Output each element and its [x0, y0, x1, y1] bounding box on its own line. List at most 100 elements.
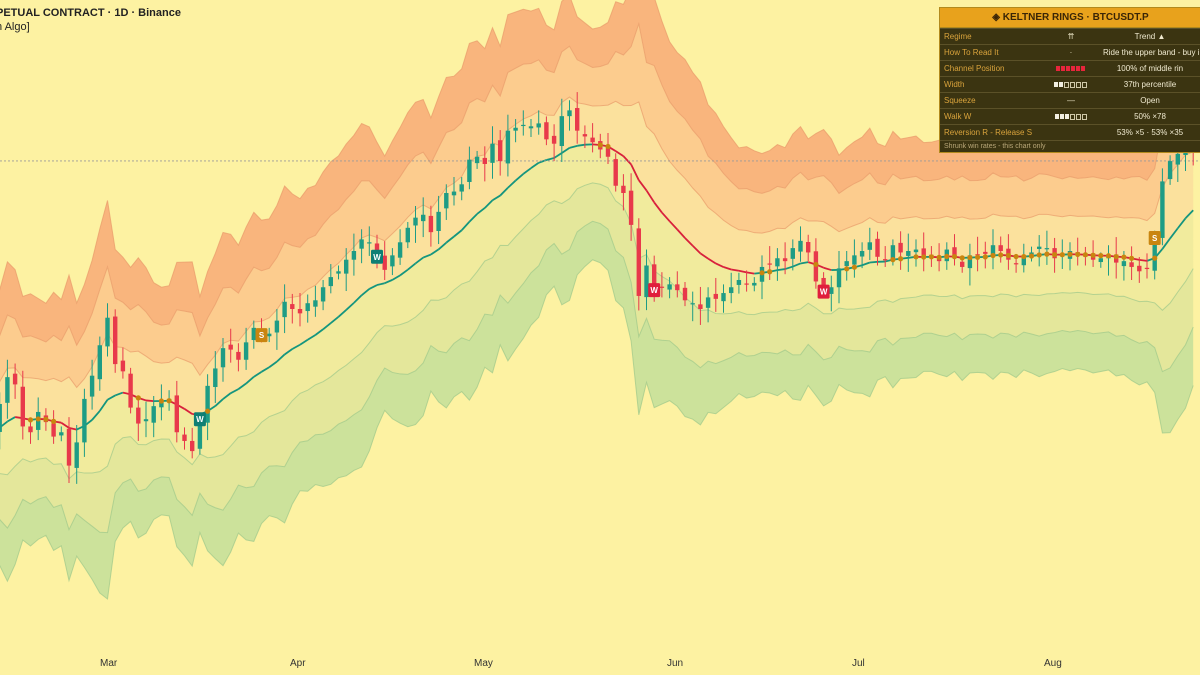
candle-body [113, 316, 118, 365]
squeeze-dot [1082, 252, 1088, 258]
candle-body [1160, 181, 1165, 238]
middle-line-segment [622, 155, 632, 166]
candle-body [852, 255, 857, 265]
middle-line-segment [1177, 217, 1187, 229]
middle-line-segment [99, 399, 109, 412]
signal-label: W [650, 286, 658, 295]
middle-line-segment [230, 388, 239, 394]
candle-body [243, 342, 249, 360]
signal-marker [817, 284, 830, 299]
candle-body [675, 284, 680, 291]
candle-body [89, 375, 95, 397]
middle-line-segment [630, 164, 640, 181]
middle-line-segment [1184, 209, 1194, 219]
middle-line-segment [530, 162, 540, 169]
x-tick-label: Apr [290, 658, 306, 669]
middle-line-segment [276, 353, 286, 363]
row-mid: — [1043, 92, 1099, 109]
candle-body [136, 407, 141, 424]
candle-body [174, 395, 179, 433]
candle-body [12, 373, 18, 385]
candle-body [1129, 262, 1134, 267]
squeeze-dot [1090, 252, 1096, 258]
candle-body [66, 428, 72, 466]
middle-line-segment [476, 207, 486, 215]
level-square [1076, 66, 1080, 72]
x-tick-label: Jun [667, 658, 684, 669]
squeeze-dot [1152, 255, 1158, 261]
squeeze-dot [975, 254, 981, 260]
row-mid [1043, 124, 1099, 140]
candle-body [544, 122, 549, 140]
candle-body [705, 297, 711, 308]
middle-line-segment [245, 376, 255, 385]
squeeze-dot [844, 266, 850, 272]
middle-line-segment [484, 199, 494, 209]
row-label: Regime [940, 28, 1043, 45]
candle-body [228, 344, 233, 350]
squeeze-dot [767, 269, 773, 275]
middle-line-segment [546, 157, 555, 161]
middle-line-segment [253, 371, 262, 378]
middle-line-segment [307, 334, 316, 341]
middle-line-segment [322, 322, 332, 330]
candle-body [998, 245, 1003, 251]
candle-body [128, 373, 133, 408]
signal-label: W [196, 415, 204, 424]
middle-line-segment [615, 150, 624, 157]
squeeze-dot [1121, 254, 1127, 260]
middle-line-segment [284, 348, 293, 356]
candle-body [428, 215, 434, 233]
candle-body [551, 135, 557, 144]
signal-marker [648, 283, 661, 298]
squeeze-dot [1005, 252, 1012, 259]
squeeze-dot [605, 143, 611, 150]
squeeze-dot [998, 252, 1004, 258]
candle-body [590, 137, 595, 143]
middle-line-segment [515, 173, 524, 182]
candle-body [983, 251, 988, 254]
candle-body [1013, 263, 1019, 265]
candle-body [875, 238, 880, 257]
candle-body [582, 134, 588, 137]
signal-marker [255, 328, 268, 343]
middle-line-segment [723, 266, 732, 271]
candle-body [906, 251, 911, 256]
middle-line-segment [1161, 237, 1171, 250]
middle-line-segment [60, 421, 70, 429]
middle-upper-ring [0, 23, 1194, 388]
middle-line-segment [291, 343, 301, 350]
candle-body [0, 403, 2, 432]
candle-body [320, 287, 326, 302]
candle-body [282, 301, 287, 318]
middle-line-segment [368, 284, 378, 290]
candle-body [51, 423, 56, 437]
squeeze-dot [928, 254, 935, 260]
candle-body [782, 258, 788, 262]
squeeze-dot [921, 254, 927, 260]
middle-line-segment [299, 338, 309, 346]
ring-edge-line [0, 259, 1194, 600]
middle-line-segment [330, 316, 340, 324]
level-square [1064, 114, 1069, 120]
candle-body [1037, 246, 1042, 249]
squeeze-dot [1113, 253, 1119, 260]
candle-body [351, 251, 357, 260]
candle-body [182, 434, 187, 441]
row-value: Open [1099, 92, 1200, 109]
candle-body [251, 327, 256, 341]
candle-body [960, 261, 965, 267]
candle-body [467, 159, 472, 182]
candle-body [190, 440, 195, 452]
x-tick-label: Jul [852, 658, 865, 669]
middle-line-segment [668, 220, 678, 231]
signal-label: W [373, 253, 381, 262]
candle-body [790, 248, 795, 259]
candle-body [713, 293, 718, 299]
middle-line-segment [577, 143, 586, 147]
candle-body [798, 240, 803, 252]
middle-line-segment [784, 265, 794, 270]
middle-line-segment [337, 309, 347, 318]
middle-line-segment [222, 392, 232, 400]
